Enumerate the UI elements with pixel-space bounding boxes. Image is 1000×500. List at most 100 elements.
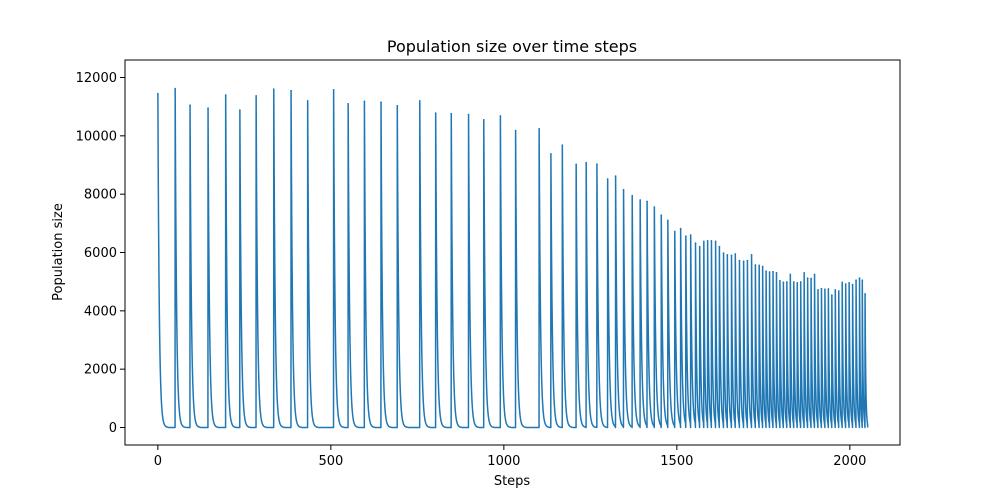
y-tick-label: 4000 <box>84 304 117 319</box>
series-peak-point <box>614 175 617 177</box>
series-peak-point <box>827 288 830 290</box>
series-peak-point <box>174 87 176 90</box>
series-peak-point <box>714 240 717 243</box>
series-peak-point <box>306 100 309 102</box>
series-peak-point <box>855 279 857 282</box>
series-peak-point <box>653 206 656 208</box>
series-peak-point <box>746 259 749 262</box>
series-peak-point <box>482 118 485 121</box>
series-peak-point <box>837 290 840 292</box>
series-peak-point <box>585 161 587 164</box>
series-peak-point <box>290 89 292 92</box>
series-peak-point <box>730 254 733 257</box>
x-tick-label: 500 <box>318 454 343 469</box>
series-peak-point <box>768 271 771 273</box>
series-peak-point <box>861 279 864 282</box>
series-peak-point <box>467 113 470 116</box>
series-peak-point <box>703 240 705 243</box>
series-peak-point <box>761 265 764 268</box>
series-peak-point <box>820 287 823 290</box>
y-tick-label: 6000 <box>84 246 117 261</box>
y-tick-label: 0 <box>109 421 117 436</box>
series-peak-point <box>734 253 737 255</box>
y-tick-label: 12000 <box>76 71 117 86</box>
series-peak-point <box>851 283 854 286</box>
series-peak-point <box>789 273 792 276</box>
series-peak-point <box>824 288 826 291</box>
series-peak-point <box>799 281 802 283</box>
series-peak-point <box>606 178 609 180</box>
series-peak-point <box>332 88 335 91</box>
series-peak-point <box>858 277 861 279</box>
series-peak-point <box>673 230 676 233</box>
series-peak-point <box>380 101 382 104</box>
series-peak-point <box>792 281 795 283</box>
series-peak-point <box>796 282 799 284</box>
population-series-line <box>157 87 869 429</box>
series-peak-point <box>347 102 349 105</box>
series-peak-point <box>363 100 366 103</box>
series-peak-point <box>806 277 809 279</box>
series-peak-point <box>803 272 805 274</box>
series-peak-point <box>694 242 697 244</box>
chart-title: Population size over time steps <box>387 37 637 56</box>
y-tick-label: 2000 <box>84 363 117 378</box>
series-peak-point <box>550 153 552 155</box>
series-peak-point <box>758 264 760 267</box>
series-peak-point <box>639 199 641 201</box>
y-ticks: 0 2000 4000 6000 8000 10000 12000 <box>76 71 125 436</box>
series-peak-point <box>810 277 812 280</box>
series-peak-point <box>779 279 781 282</box>
x-axis-label: Steps <box>494 474 531 489</box>
series-peak-point <box>207 107 209 109</box>
series-peak-point <box>864 293 866 295</box>
x-tick-label: 1000 <box>487 454 520 469</box>
series-peak-point <box>450 112 453 115</box>
series-peak-point <box>718 245 721 248</box>
series-peak-point <box>660 214 663 216</box>
series-peak-point <box>685 235 687 237</box>
y-tick-label: 8000 <box>84 188 117 203</box>
x-ticks: 0 500 1000 1500 2000 <box>154 445 866 469</box>
series-peak-point <box>848 282 850 284</box>
series-peak-point <box>561 144 564 146</box>
series-peak-point <box>775 271 778 274</box>
series-peak-point <box>710 240 713 242</box>
series-peak-point <box>596 163 598 165</box>
series-peak-point <box>396 104 399 107</box>
series-peak-point <box>679 227 682 230</box>
series-peak-point <box>834 289 837 291</box>
series-peak-point <box>418 100 421 102</box>
series-peak-point <box>844 283 847 285</box>
series-peak-point <box>706 240 709 242</box>
series-peak-point <box>772 270 774 273</box>
series-peak-point <box>157 92 159 95</box>
series-peak-point <box>750 254 753 256</box>
x-tick-label: 0 <box>154 454 162 469</box>
series-peak-point <box>841 281 844 284</box>
series-peak-point <box>782 281 785 284</box>
series-peak-point <box>754 264 757 266</box>
series-layer <box>157 87 869 429</box>
series-peak-point <box>189 104 191 107</box>
series-peak-point <box>272 88 275 90</box>
series-peak-point <box>239 109 241 111</box>
series-peak-point <box>831 294 833 296</box>
series-peak-point <box>765 270 767 272</box>
series-peak-point <box>499 115 502 117</box>
series-peak-point <box>689 234 692 236</box>
series-peak-point <box>631 194 634 197</box>
series-peak-point <box>575 163 577 166</box>
series-peak-point <box>255 95 257 97</box>
series-peak-point <box>813 273 816 276</box>
series-peak-point <box>224 94 227 96</box>
series-peak-point <box>698 245 701 248</box>
series-peak-point <box>667 219 669 222</box>
series-peak-point <box>786 281 788 283</box>
series-peak-point <box>622 188 625 191</box>
series-peak-point <box>722 252 725 254</box>
series-peak-point <box>646 200 648 203</box>
series-peak-point <box>817 289 819 291</box>
